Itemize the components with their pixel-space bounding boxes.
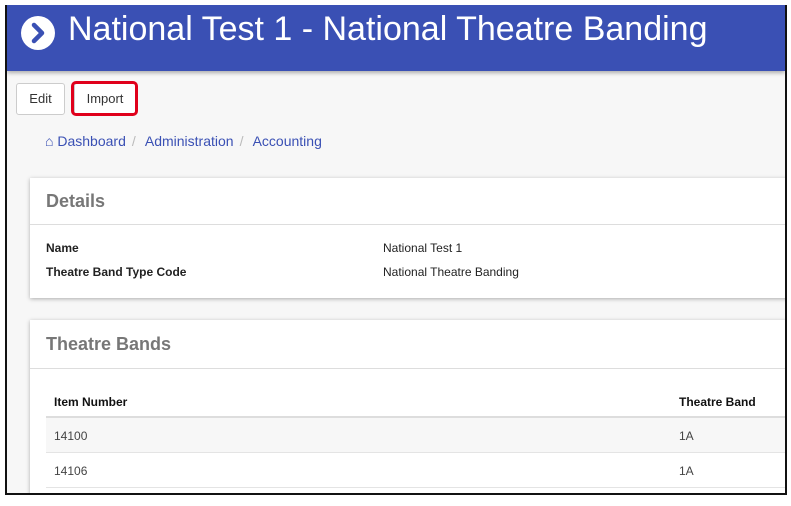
edit-button[interactable]: Edit [16,83,65,115]
breadcrumb-administration[interactable]: Administration [144,133,234,149]
page-header: National Test 1 - National Theatre Bandi… [7,5,785,71]
details-card: Details Name National Test 1 Theatre Ban… [30,178,785,298]
theatre-band: 1A [679,464,694,478]
col-item-number[interactable]: Item Number [54,395,128,409]
theatre-bands-title: Theatre Bands [30,320,785,369]
theatre-band: 1A [679,429,694,443]
page-title: National Test 1 - National Theatre Bandi… [68,10,708,48]
chevron-right-circle-icon[interactable] [21,16,55,50]
details-title: Details [30,178,785,225]
home-icon: ⌂ [45,133,54,149]
table-row: 14106 1A [46,453,785,488]
type-code-label: Theatre Band Type Code [46,265,187,279]
import-button[interactable]: Import [74,83,136,115]
name-value: National Test 1 [383,241,463,255]
breadcrumb: ⌂ Dashboard / Administration / Accounting [45,133,322,149]
theatre-bands-card: Theatre Bands Item Number Theatre Band 1… [30,320,785,493]
table-header: Item Number Theatre Band [46,384,785,418]
breadcrumb-accounting[interactable]: Accounting [252,133,322,149]
import-highlight [71,81,138,116]
table-row: 14100 1A [46,418,785,453]
item-number: 14100 [54,429,88,443]
app-window: National Test 1 - National Theatre Bandi… [5,5,787,495]
name-label: Name [46,241,79,255]
breadcrumb-dashboard[interactable]: Dashboard [57,133,126,149]
col-theatre-band[interactable]: Theatre Band [679,395,756,409]
item-number: 14106 [54,464,88,478]
type-code-value: National Theatre Banding [383,265,519,279]
